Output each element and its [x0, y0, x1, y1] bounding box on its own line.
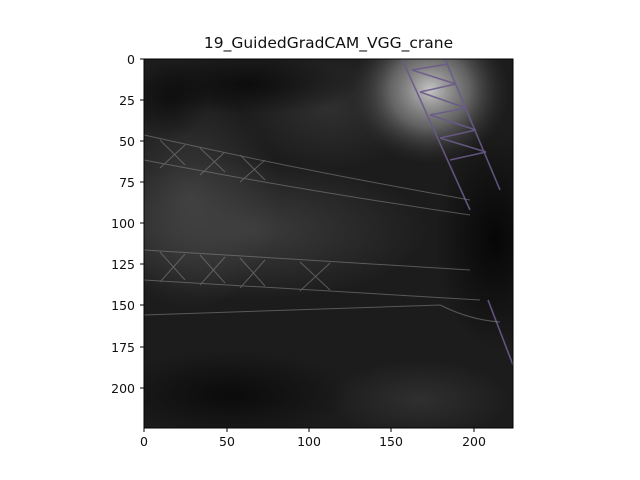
crane-jib	[144, 134, 501, 323]
y-axis	[140, 58, 144, 389]
x-tick-label: 0	[140, 434, 148, 449]
y-tick-label: 200	[111, 381, 135, 396]
x-tick-label: 150	[379, 434, 403, 449]
figure-title: 19_GuidedGradCAM_VGG_crane	[203, 34, 454, 52]
y-tick-label: 100	[111, 216, 135, 231]
axes-frame	[143, 58, 514, 429]
y-tick-label: 75	[119, 175, 135, 190]
y-tick-label: 125	[111, 257, 135, 272]
x-tick-label: 50	[219, 434, 235, 449]
crane-mast	[401, 59, 513, 366]
y-tick-label: 25	[119, 93, 135, 108]
x-tick-label: 200	[462, 434, 486, 449]
guided-gradcam-image	[144, 59, 513, 428]
y-tick-label: 150	[111, 298, 135, 313]
x-tick-label: 100	[297, 434, 321, 449]
x-axis	[143, 428, 475, 432]
y-tick-label: 0	[127, 52, 135, 67]
y-tick-label: 175	[111, 340, 135, 355]
y-tick-label: 50	[119, 134, 135, 149]
